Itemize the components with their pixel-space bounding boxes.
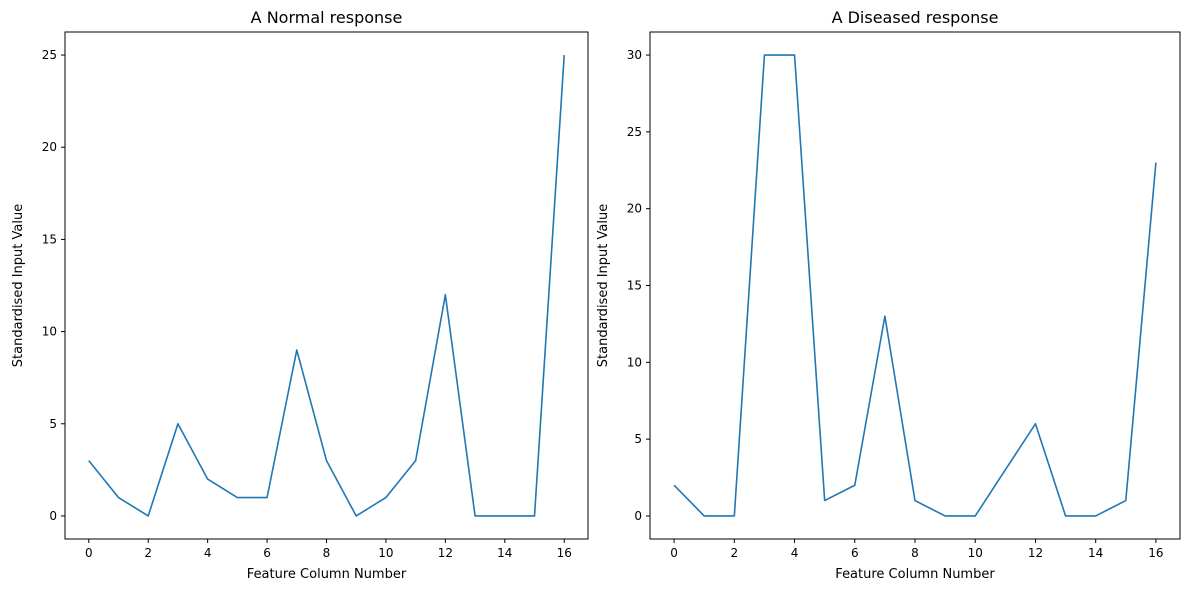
x-tick-label: 12 bbox=[438, 546, 453, 560]
axes-frame bbox=[649, 31, 1181, 540]
y-tick-label: 20 bbox=[42, 140, 57, 154]
series-line bbox=[88, 54, 566, 517]
x-tick-label: 14 bbox=[1088, 546, 1103, 560]
y-tick-label: 25 bbox=[627, 125, 642, 139]
y-tick-label: 5 bbox=[634, 432, 642, 446]
series-line bbox=[673, 54, 1157, 517]
x-tick-label: 16 bbox=[557, 546, 572, 560]
y-tick-label: 5 bbox=[49, 417, 57, 431]
y-axis-label: Standardised Input Value bbox=[596, 204, 611, 367]
y-tick-label: 15 bbox=[42, 232, 57, 246]
y-tick-label: 10 bbox=[42, 325, 57, 339]
chart-diseased-response: A Diseased response Feature Column Numbe… bbox=[596, 8, 1181, 582]
chart-title: A Diseased response bbox=[832, 8, 999, 27]
y-tick-label: 0 bbox=[49, 509, 57, 523]
x-tick-label: 6 bbox=[851, 546, 859, 560]
x-tick-label: 4 bbox=[204, 546, 212, 560]
x-tick-label: 0 bbox=[85, 546, 93, 560]
x-tick-label: 14 bbox=[497, 546, 512, 560]
x-tick-label: 4 bbox=[791, 546, 799, 560]
y-tick-label: 15 bbox=[627, 279, 642, 293]
chart-title: A Normal response bbox=[251, 8, 403, 27]
chart-normal-response: A Normal response Feature Column Number … bbox=[11, 8, 589, 582]
y-tick-label: 25 bbox=[42, 48, 57, 62]
x-tick-label: 2 bbox=[730, 546, 738, 560]
x-axis-label: Feature Column Number bbox=[835, 567, 995, 582]
x-axis-label: Feature Column Number bbox=[247, 567, 407, 582]
x-tick-label: 0 bbox=[670, 546, 678, 560]
x-tick-label: 2 bbox=[144, 546, 152, 560]
y-axis-label: Standardised Input Value bbox=[11, 204, 26, 367]
x-tick-label: 16 bbox=[1148, 546, 1163, 560]
y-tick-label: 0 bbox=[634, 509, 642, 523]
x-tick-label: 6 bbox=[263, 546, 271, 560]
y-tick-label: 10 bbox=[627, 355, 642, 369]
x-tick-label: 12 bbox=[1028, 546, 1043, 560]
y-tick-label: 20 bbox=[627, 202, 642, 216]
y-tick-label: 30 bbox=[627, 48, 642, 62]
x-tick-label: 10 bbox=[968, 546, 983, 560]
x-tick-label: 10 bbox=[378, 546, 393, 560]
x-tick-label: 8 bbox=[323, 546, 331, 560]
x-tick-label: 8 bbox=[911, 546, 919, 560]
axes-frame bbox=[64, 31, 589, 540]
